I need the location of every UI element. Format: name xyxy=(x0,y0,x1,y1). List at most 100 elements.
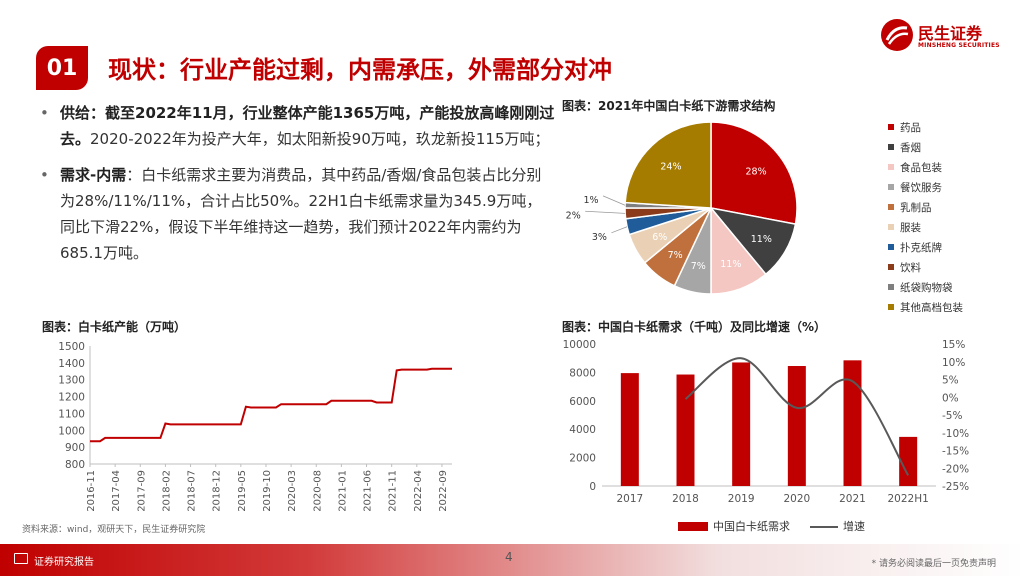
y2-tick-label: 10% xyxy=(942,357,965,369)
company-logo: 民生证券 MINSHENG SECURITIES xyxy=(880,16,1000,56)
bullet-dot: • xyxy=(40,166,49,184)
x-tick-label: 2017-09 xyxy=(136,470,147,512)
bar-chart-title: 图表：中国白卡纸需求（千吨）及同比增速（%） xyxy=(562,320,827,334)
legend-swatch xyxy=(888,244,894,250)
x-tick-label: 2020-08 xyxy=(312,470,323,512)
x-tick-label: 2018-02 xyxy=(161,470,172,512)
y2-tick-label: -15% xyxy=(942,446,969,458)
pie-leader-line xyxy=(611,226,628,234)
x-tick-label: 2020 xyxy=(783,493,810,505)
x-tick-label: 2018-12 xyxy=(212,470,223,512)
y-tick-label: 1500 xyxy=(58,341,85,353)
x-tick-label: 2019 xyxy=(728,493,755,505)
y2-tick-label: -20% xyxy=(942,463,969,475)
legend-swatch-bar xyxy=(678,522,708,531)
x-tick-label: 2020-03 xyxy=(287,470,298,512)
bullet-dot: • xyxy=(40,104,49,122)
pie-slice-label: 28% xyxy=(745,167,766,178)
logo-icon xyxy=(881,19,913,51)
x-tick-label: 2017 xyxy=(616,493,643,505)
logo-text-en: MINSHENG SECURITIES xyxy=(918,42,1000,49)
y-tick-label: 1000 xyxy=(58,425,85,437)
x-tick-label: 2022H1 xyxy=(888,493,929,505)
legend-label: 其他高档包装 xyxy=(900,301,963,312)
y-tick-label: 10000 xyxy=(563,339,596,351)
legend-label: 乳制品 xyxy=(900,201,932,214)
pie-leader-line xyxy=(602,195,626,206)
legend-swatch xyxy=(888,224,894,230)
legend-swatch xyxy=(888,264,894,270)
pie-slice-label: 3% xyxy=(592,232,607,243)
pie-slice-label: 24% xyxy=(660,161,681,172)
legend-label: 香烟 xyxy=(900,141,921,154)
pie-chart-title: 图表：2021年中国白卡纸下游需求结构 xyxy=(562,99,776,113)
legend-label: 药品 xyxy=(900,122,921,134)
y2-tick-label: 0% xyxy=(942,392,959,404)
bullet-demand: • 需求-内需：白卡纸需求主要为消费品，其中药品/香烟/食品包装占比分别为28%… xyxy=(36,162,556,266)
pie-slice-label: 1% xyxy=(584,195,599,206)
legend-label: 服装 xyxy=(900,221,921,234)
pie-chart: 28%11%11%7%7%6%3%2%1%24%药品香烟食品包装餐饮服务乳制品服… xyxy=(566,121,963,312)
bar-2018 xyxy=(676,374,695,486)
pie-slice-label: 11% xyxy=(751,234,772,245)
page-title: 现状：行业产能过剩，内需承压，外需部分对冲 xyxy=(108,56,612,84)
x-tick-label: 2021-06 xyxy=(363,470,374,512)
footer-bar xyxy=(0,544,1024,576)
legend-label: 餐饮服务 xyxy=(900,181,942,194)
y-tick-label: 1100 xyxy=(58,408,85,420)
x-tick-label: 2019-10 xyxy=(262,470,273,512)
pie-slice-label: 7% xyxy=(668,250,683,261)
capacity-line xyxy=(90,367,452,443)
x-tick-label: 2021-11 xyxy=(388,470,399,512)
x-tick-label: 2018-07 xyxy=(187,470,198,512)
y-tick-label: 2000 xyxy=(569,453,596,465)
y-tick-label: 800 xyxy=(65,459,85,471)
legend-swatch xyxy=(888,164,894,170)
bullet-demand-body: ：白卡纸需求主要为消费品，其中药品/香烟/食品包装占比分别为28%/11%/11… xyxy=(60,166,542,262)
pie-slice-label: 2% xyxy=(566,210,581,221)
x-tick-label: 2021-01 xyxy=(337,470,348,512)
legend-swatch xyxy=(888,184,894,190)
x-tick-label: 2021 xyxy=(839,493,866,505)
y2-tick-label: -5% xyxy=(942,410,962,422)
pie-slice-label: 6% xyxy=(652,232,667,243)
demand-bar-chart: 0 2000 4000 6000 8000 10000 15% 10% 5% 0% -5% -10% -… xyxy=(563,339,970,533)
footer-label: 证券研究报告 xyxy=(34,557,94,568)
section-badge: 01 xyxy=(36,46,88,90)
bullet-supply: • 供给：截至2022年11月，行业整体产能1365万吨，产能投放高峰刚刚过去。… xyxy=(36,100,556,152)
legend-swatch xyxy=(888,204,894,210)
pie-slice-0 xyxy=(710,121,798,225)
logo-text-cn: 民生证券 xyxy=(918,24,983,43)
page-number: 4 xyxy=(505,550,513,564)
bar-2022H1 xyxy=(899,436,918,486)
book-icon xyxy=(14,553,28,564)
disclaimer: * 请务必阅读最后一页免责声明 xyxy=(871,559,996,569)
pie-slice-label: 11% xyxy=(720,259,741,270)
y2-tick-label: 15% xyxy=(942,339,965,351)
y2-tick-label: -10% xyxy=(942,428,969,440)
x-tick-label: 2016-11 xyxy=(86,470,97,512)
capacity-line-chart: 800 900 1000 1100 1200 1300 1400 1500 2016-11 201… xyxy=(58,341,452,512)
y2-tick-label: 5% xyxy=(942,375,959,387)
legend-label-bar: 中国白卡纸需求 xyxy=(713,519,790,533)
bullet-list: • 供给：截至2022年11月，行业整体产能1365万吨，产能投放高峰刚刚过去。… xyxy=(36,100,556,276)
bar-2020 xyxy=(787,366,806,486)
y2-tick-label: -25% xyxy=(942,481,969,493)
x-tick-label: 2017-04 xyxy=(111,470,122,512)
y-tick-label: 900 xyxy=(65,442,85,454)
legend-swatch xyxy=(888,304,894,310)
bullet-demand-lead: 需求-内需 xyxy=(60,166,127,184)
pie-slice-label: 7% xyxy=(691,261,706,272)
legend-label: 纸袋购物袋 xyxy=(900,281,953,294)
y-tick-label: 0 xyxy=(589,481,596,493)
y-tick-label: 6000 xyxy=(569,396,596,408)
legend-swatch xyxy=(888,124,894,130)
legend-label: 饮料 xyxy=(900,261,921,274)
pie-leader-line xyxy=(585,210,626,214)
y-tick-label: 1400 xyxy=(58,358,85,370)
legend-label: 扑克纸牌 xyxy=(900,241,942,254)
x-tick-label: 2019-05 xyxy=(237,470,248,512)
bar-2017 xyxy=(620,373,639,486)
y-tick-label: 8000 xyxy=(569,367,596,379)
pie-slice-9 xyxy=(624,121,712,209)
